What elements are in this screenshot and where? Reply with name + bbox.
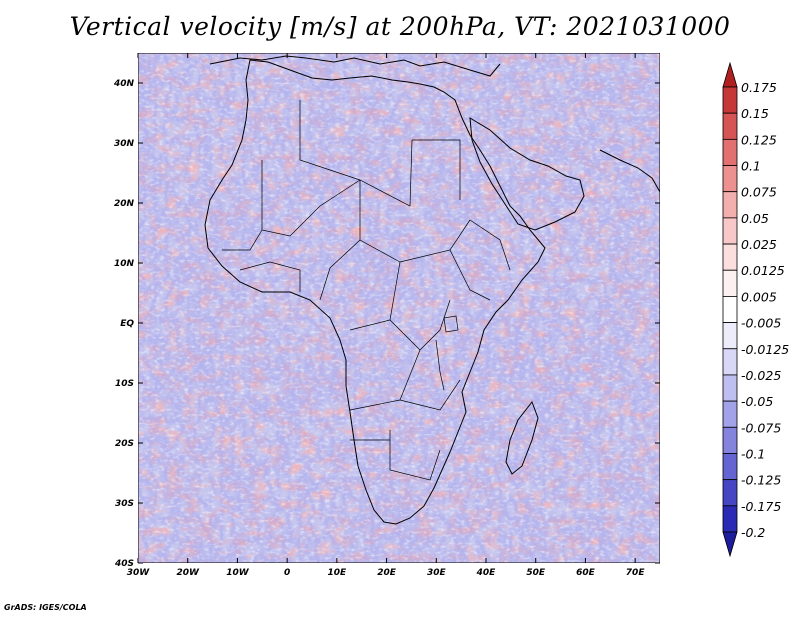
country-borders (222, 100, 511, 481)
colorbar-swatch (722, 453, 738, 481)
border-line (469, 219, 511, 271)
border-line (239, 261, 301, 292)
colorbar-label: -0.0125 (741, 342, 789, 357)
colorbar-label: -0.075 (741, 420, 781, 435)
lon-tick-label: 10W (226, 568, 250, 578)
border-line (349, 319, 391, 331)
lat-tick-label: 30N (114, 139, 135, 149)
colorbar-label: 0.05 (741, 211, 769, 226)
madagascar-coast (505, 400, 539, 475)
colorbar-label: -0.175 (741, 499, 781, 514)
lat-tick-label: 10N (114, 259, 135, 269)
colorbar-swatch (722, 112, 738, 140)
colorbar-arrow-top (722, 61, 738, 88)
lat-tick-label: 10S (115, 379, 134, 389)
border-line (412, 139, 461, 200)
lon-tick-label: 70E (626, 568, 646, 578)
border-line (349, 399, 401, 411)
coastlines (204, 55, 660, 525)
colorbar-swatch (722, 479, 738, 507)
lat-tick-label: 20S (115, 439, 134, 449)
colorbar-swatch (722, 348, 738, 376)
colorbar-swatch (722, 296, 738, 323)
india-coast (599, 149, 660, 193)
map-area (138, 53, 660, 563)
velocity-field-white (138, 53, 660, 563)
border-line (299, 100, 361, 181)
border-line (319, 239, 361, 301)
colorbar-swatch (722, 322, 738, 350)
lon-tick-label: 10E (328, 568, 348, 578)
colorbar-label: -0.05 (741, 394, 773, 409)
colorbar-label: -0.1 (741, 446, 765, 461)
lon-tick-label: 40E (476, 568, 497, 578)
colorbar-swatch (722, 374, 738, 402)
border-line (449, 249, 491, 301)
colorbar-label: 0.025 (741, 237, 777, 252)
colorbar-swatch (722, 191, 738, 219)
colorbar-swatch (722, 426, 738, 454)
colorbar-label: 0.075 (741, 185, 777, 200)
colorbar-swatch (722, 165, 738, 193)
chart-title: Vertical velocity [m/s] at 200hPa, VT: 2… (69, 12, 731, 41)
colorbar-swatch (722, 505, 738, 533)
colorbar-label: 0.005 (741, 289, 777, 304)
colorbar-swatch (722, 269, 738, 297)
lon-tick-label: 60E (576, 568, 596, 578)
lon-tick-label: 20E (377, 568, 397, 578)
colorbar-label: 0.125 (741, 132, 777, 147)
colorbar-label: -0.2 (741, 525, 765, 540)
lat-tick-label: 40S (114, 559, 134, 569)
colorbar-label: 0.175 (741, 80, 777, 95)
lat-tick-label: 30S (115, 499, 134, 509)
colorbar: 0.175 0.15 0.125 0.1 0.075 0.05 0.025 0.0125 0.0… (722, 61, 789, 558)
colorbar-label: 0.0125 (741, 263, 785, 278)
credit-text: GrADS: IGES/COLA (4, 603, 87, 612)
colorbar-label: -0.025 (741, 368, 781, 383)
colorbar-swatch (722, 86, 738, 114)
lon-tick-label: 50E (526, 568, 546, 578)
colorbar-label: 0.1 (741, 159, 761, 174)
lake-victoria (443, 315, 459, 333)
colorbar-swatch (722, 400, 738, 428)
lon-tick-label: 30E (427, 568, 447, 578)
europe-coast (209, 55, 501, 77)
colorbar-swatch (722, 243, 738, 271)
lat-tick-label: 20N (114, 199, 135, 209)
colorbar-label: 0.15 (741, 106, 769, 121)
border-line (389, 430, 441, 481)
lon-tick-label: 0 (284, 568, 290, 578)
colorbar-arrow-bottom (722, 531, 738, 558)
colorbar-swatch (722, 138, 738, 166)
lat-tick-label: EQ (120, 319, 134, 329)
colorbar-swatch (722, 217, 738, 245)
lat-tick-label: 40N (113, 79, 135, 89)
africa-coast (204, 59, 546, 525)
lake-tanganyika (435, 339, 445, 391)
border-line (222, 229, 263, 251)
colorbar-label: -0.125 (741, 473, 781, 488)
colorbar-label: -0.005 (741, 316, 781, 331)
lon-tick-label: 30W (127, 568, 151, 578)
lon-tick-label: 20W (176, 568, 200, 578)
border-line (399, 349, 461, 411)
arabia-coast (469, 117, 585, 231)
